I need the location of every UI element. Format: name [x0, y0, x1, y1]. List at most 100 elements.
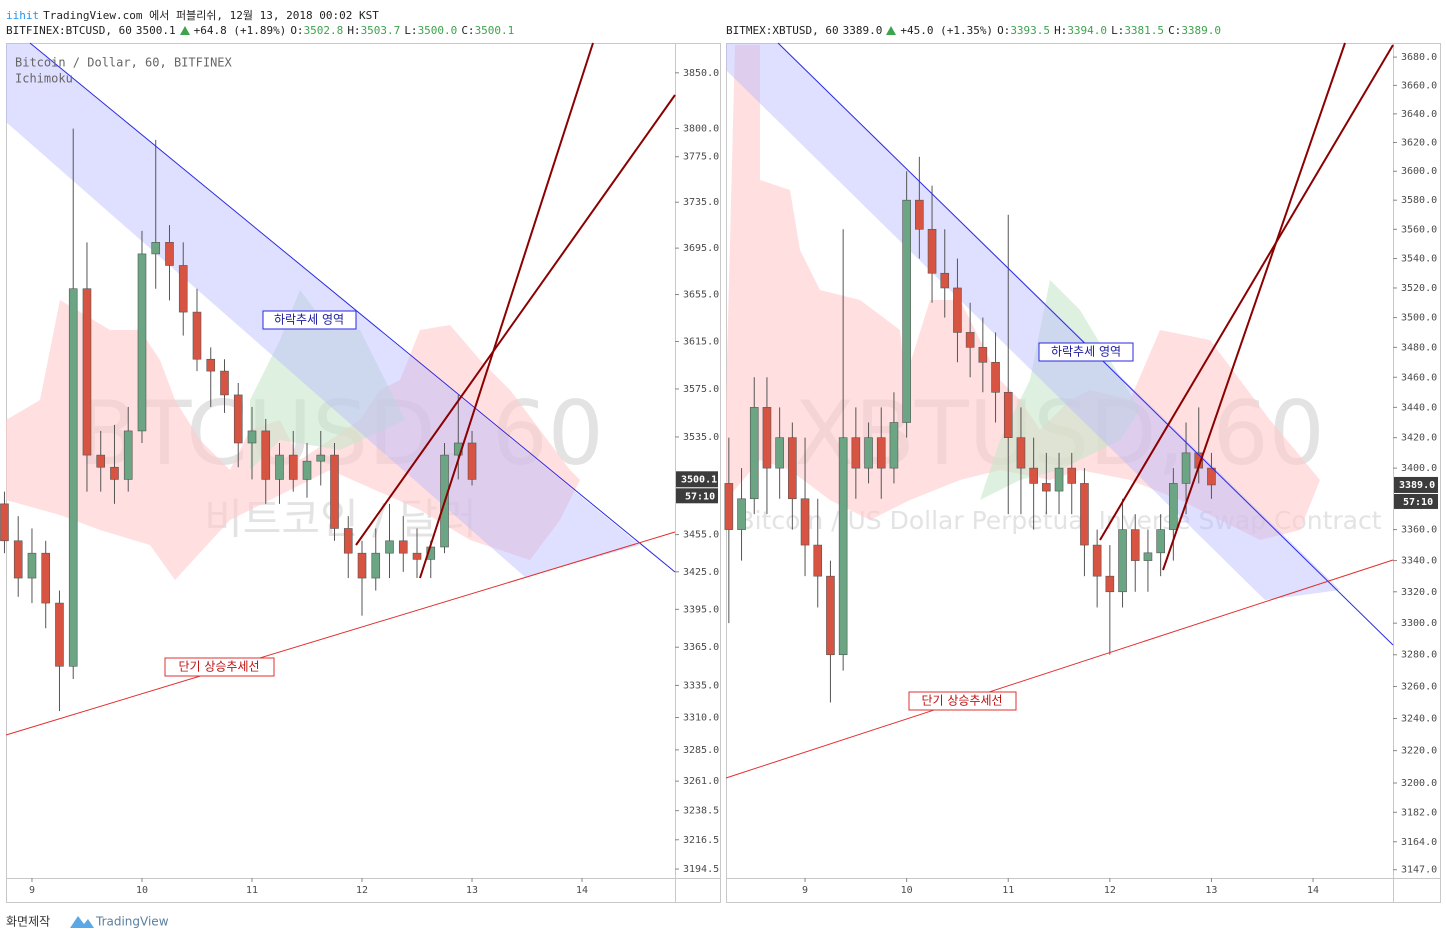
countdown-tag: [676, 488, 718, 504]
ohlc-name: C:: [461, 24, 475, 37]
candle-body: [261, 430, 271, 480]
y-tick-label: 3220.0: [1401, 746, 1437, 757]
candle-body: [110, 466, 119, 480]
y-tick-label: 3365.0: [683, 642, 719, 653]
publish-text: TradingView.com 에서 퍼블리쉬, 12월 13, 2018 00…: [43, 9, 379, 22]
y-tick-label: 3425.0: [683, 567, 719, 578]
candle-body: [165, 242, 174, 266]
y-tick-label: 3775.0: [683, 152, 719, 163]
ohlc-field: C:3389.0: [1168, 24, 1221, 37]
candle-body: [851, 437, 861, 469]
ohlc-name: C:: [1168, 24, 1182, 37]
up-triangle: [886, 26, 897, 35]
x-tick-label: 12: [1104, 885, 1116, 896]
trend-line: [1099, 44, 1394, 541]
y-tick-label: 3360.0: [1401, 525, 1437, 536]
candle-body: [788, 437, 797, 500]
x-tick-label: 12: [356, 885, 368, 896]
candle-body: [762, 407, 772, 469]
y-tick-label: 3575.0: [683, 384, 719, 395]
candle-body: [0, 503, 9, 542]
candle-body: [316, 454, 326, 462]
ohlc-name: L:: [1111, 24, 1125, 37]
candle-body: [27, 552, 37, 579]
brand-name[interactable]: TradingView: [95, 915, 169, 929]
ohlc-value: 3500.0: [417, 24, 458, 37]
candle-body: [1029, 467, 1038, 484]
author[interactable]: iihit: [6, 8, 40, 22]
price-tag: [1394, 476, 1438, 493]
candle-body: [902, 199, 911, 423]
annotation-box: [262, 310, 357, 330]
ohlc-value: 3503.7: [360, 24, 401, 37]
y-tick-label: 3261.0: [683, 776, 719, 787]
ticker-row: BITFINEX:BTCUSD, 60 3500.1 +64.8 (+1.89%) O…: [6, 24, 514, 37]
x-tick-label: 13: [466, 885, 478, 896]
y-tick-label: 3340.0: [1401, 556, 1437, 567]
candle-body: [178, 265, 188, 313]
ohlc-name: O:: [290, 24, 304, 37]
candle-body: [1181, 452, 1191, 484]
y-tick-label: 3240.0: [1401, 713, 1437, 724]
candle-body: [220, 370, 229, 396]
candle-body: [151, 242, 161, 255]
y-tick-label: 3182.0: [1401, 807, 1437, 818]
y-tick-label: 3310.0: [683, 713, 719, 724]
last-price: 3500.1: [135, 24, 176, 37]
candle-body: [96, 454, 106, 468]
legend-text: Ichimoku: [15, 72, 73, 86]
y-tick-label: 3420.0: [1401, 433, 1437, 444]
annotation: 하락추세 영역: [1051, 345, 1121, 359]
candle-body: [1105, 575, 1115, 593]
y-tick-label: 3615.0: [683, 336, 719, 347]
y-tick-label: 3600.0: [1401, 166, 1437, 177]
trend-line: [29, 42, 676, 573]
ichimoku-cloud: [726, 45, 1320, 540]
ohlc-value: 3394.0: [1067, 24, 1108, 37]
ohlc-field: L:3381.5: [1111, 24, 1164, 37]
candle-body: [991, 361, 1000, 393]
y-tick-label: 3800.0: [683, 124, 719, 135]
candle-body: [233, 394, 243, 444]
annotation-box: [1038, 342, 1134, 362]
ohlc-field: L:3500.0: [404, 24, 457, 37]
y-tick-label: 3280.0: [1401, 650, 1437, 661]
y-tick-label: 3540.0: [1401, 254, 1437, 265]
y-tick-label: 3200.0: [1401, 778, 1437, 789]
ichimoku-cloud: [250, 290, 405, 470]
x-tick-label: 11: [246, 885, 258, 896]
change: +64.8 (+1.89%): [193, 24, 287, 37]
candle-body: [55, 602, 64, 667]
candle-body: [1042, 483, 1051, 492]
ohlc-field: C:3500.1: [461, 24, 514, 37]
annotation: 단기 상승추세선: [921, 694, 1002, 708]
candle-body: [357, 552, 367, 579]
x-tick-label: 9: [29, 885, 35, 896]
candle-body: [1003, 391, 1013, 438]
y-tick-label: 3520.0: [1401, 283, 1437, 294]
y-tick-label: 3480.0: [1401, 342, 1437, 353]
y-tick-label: 3285.0: [683, 745, 719, 756]
candle-body: [275, 454, 284, 480]
y-tick-label: 3194.5: [683, 864, 719, 875]
candle-body: [1156, 529, 1165, 554]
ohlc-value: 3389.0: [1181, 24, 1222, 37]
candle-body: [123, 430, 133, 480]
y-tick-label: 3660.0: [1401, 80, 1437, 91]
candle-body: [864, 437, 873, 469]
y-tick-label: 3216.5: [683, 835, 719, 846]
price-tag: [676, 471, 718, 488]
y-tick-label: 3460.0: [1401, 372, 1437, 383]
candle-body: [13, 540, 23, 579]
candle-body: [826, 575, 835, 656]
candle-body: [978, 347, 988, 363]
ohlc-name: H:: [347, 24, 361, 37]
y-tick-label: 3395.0: [683, 604, 719, 615]
candle-body: [330, 454, 339, 529]
candle-body: [398, 540, 408, 554]
y-tick-label: 3440.0: [1401, 402, 1437, 413]
countdown: 57:10: [1403, 497, 1433, 508]
ichimoku-cloud: [6, 300, 580, 580]
y-tick-label: 3164.0: [1401, 837, 1437, 848]
